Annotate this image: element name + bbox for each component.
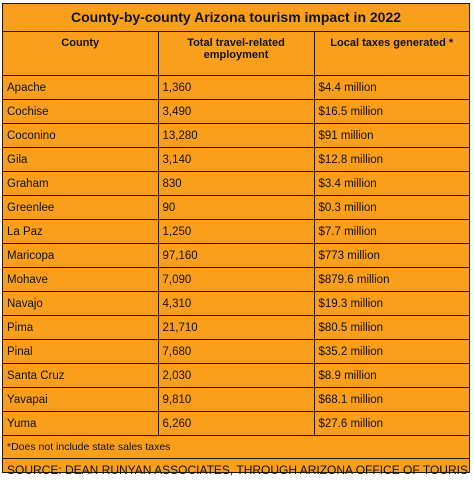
cell-employment: 90 bbox=[157, 195, 315, 220]
table-row: Maricopa 97,160 $773 million bbox=[3, 243, 469, 268]
cell-county: Pinal bbox=[3, 339, 159, 364]
cell-taxes: $80.5 million bbox=[313, 315, 469, 340]
cell-taxes: $0.3 million bbox=[313, 195, 469, 220]
cell-employment: 1,360 bbox=[157, 75, 315, 100]
table-row: Mohave 7,090 $879.6 million bbox=[3, 267, 469, 292]
column-header-taxes: Local taxes generated * bbox=[313, 32, 469, 76]
cell-taxes: $7.7 million bbox=[313, 219, 469, 244]
cell-county: Coconino bbox=[3, 123, 159, 148]
cell-employment: 3,140 bbox=[157, 147, 315, 172]
cell-employment: 3,490 bbox=[157, 99, 315, 124]
cell-county: Maricopa bbox=[3, 243, 159, 268]
cell-employment: 97,160 bbox=[157, 243, 315, 268]
cell-employment: 21,710 bbox=[157, 315, 315, 340]
cell-county: Pima bbox=[3, 315, 159, 340]
cell-employment: 830 bbox=[157, 171, 315, 196]
cell-county: Mohave bbox=[3, 267, 159, 292]
cell-county: Cochise bbox=[3, 99, 159, 124]
table-row: Yavapai 9,810 $68.1 million bbox=[3, 387, 469, 412]
cell-taxes: $68.1 million bbox=[313, 387, 469, 412]
cell-taxes: $91 million bbox=[313, 123, 469, 148]
table-row: Santa Cruz 2,030 $8.9 million bbox=[3, 363, 469, 388]
column-header-employment: Total travel-related employment bbox=[157, 32, 315, 76]
cell-employment: 7,090 bbox=[157, 267, 315, 292]
cell-taxes: $12.8 million bbox=[313, 147, 469, 172]
cell-taxes: $879.6 million bbox=[313, 267, 469, 292]
cell-county: Navajo bbox=[3, 291, 159, 316]
table-row: Navajo 4,310 $19.3 million bbox=[3, 291, 469, 316]
cell-taxes: $16.5 million bbox=[313, 99, 469, 124]
cell-county: La Paz bbox=[3, 219, 159, 244]
cell-employment: 7,680 bbox=[157, 339, 315, 364]
cell-employment: 6,260 bbox=[157, 411, 315, 436]
table-row: Pima 21,710 $80.5 million bbox=[3, 315, 469, 340]
cell-employment: 13,280 bbox=[157, 123, 315, 148]
table-row: Coconino 13,280 $91 million bbox=[3, 123, 469, 148]
cell-taxes: $27.6 million bbox=[313, 411, 469, 436]
cell-county: Yuma bbox=[3, 411, 159, 436]
cell-county: Yavapai bbox=[3, 387, 159, 412]
table-row: Cochise 3,490 $16.5 million bbox=[3, 99, 469, 124]
cell-county: Apache bbox=[3, 75, 159, 100]
table-row: La Paz 1,250 $7.7 million bbox=[3, 219, 469, 244]
cell-taxes: $8.9 million bbox=[313, 363, 469, 388]
cell-county: Graham bbox=[3, 171, 159, 196]
cell-employment: 9,810 bbox=[157, 387, 315, 412]
cell-county: Gila bbox=[3, 147, 159, 172]
table-row: Greenlee 90 $0.3 million bbox=[3, 195, 469, 220]
tourism-table-sheet: County-by-county Arizona tourism impact … bbox=[2, 3, 470, 477]
cell-county: Greenlee bbox=[3, 195, 159, 220]
column-header-county: County bbox=[3, 32, 159, 76]
tourism-table: County Total travel-related employment L… bbox=[3, 32, 469, 436]
cell-taxes: $3.4 million bbox=[313, 171, 469, 196]
table-row: Gila 3,140 $12.8 million bbox=[3, 147, 469, 172]
cell-employment: 4,310 bbox=[157, 291, 315, 316]
cell-taxes: $773 million bbox=[313, 243, 469, 268]
cell-taxes: $4.4 million bbox=[313, 75, 469, 100]
cell-taxes: $19.3 million bbox=[313, 291, 469, 316]
table-row: Apache 1,360 $4.4 million bbox=[3, 75, 469, 100]
table-title: County-by-county Arizona tourism impact … bbox=[3, 4, 469, 32]
footnote: *Does not include state sales taxes bbox=[3, 436, 469, 459]
cell-employment: 1,250 bbox=[157, 219, 315, 244]
cell-county: Santa Cruz bbox=[3, 363, 159, 388]
table-row: Pinal 7,680 $35.2 million bbox=[3, 339, 469, 364]
table-row: Graham 830 $3.4 million bbox=[3, 171, 469, 196]
table-row: Yuma 6,260 $27.6 million bbox=[3, 411, 469, 436]
cell-taxes: $35.2 million bbox=[313, 339, 469, 364]
header-row: County Total travel-related employment L… bbox=[3, 32, 469, 76]
cell-employment: 2,030 bbox=[157, 363, 315, 388]
source-line: SOURCE: DEAN RUNYAN ASSOCIATES, THROUGH … bbox=[7, 463, 469, 477]
